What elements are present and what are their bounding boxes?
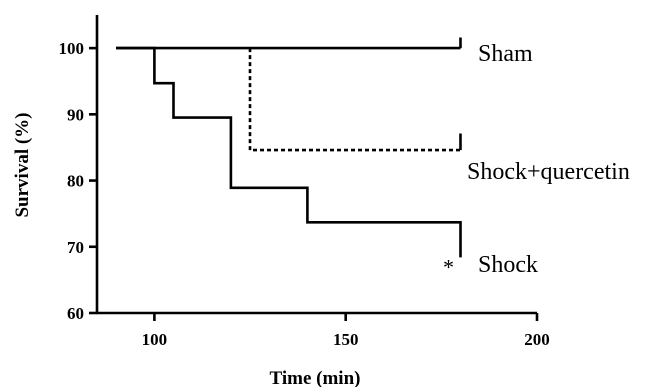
y-tick-label-90: 90 (67, 105, 84, 124)
x-tick-label-150: 150 (333, 330, 359, 349)
y-tick-label-60: 60 (67, 304, 84, 323)
axes: 60 70 80 90 100 100 150 200 (59, 15, 550, 349)
y-tick-label-70: 70 (67, 238, 84, 257)
x-tick-label-100: 100 (142, 330, 168, 349)
series-label-sham: Sham (478, 41, 533, 67)
labels-layer: Sham Shock+quercetin Shock * (443, 41, 630, 280)
x-tick-label-200: 200 (524, 330, 550, 349)
y-tick-label-80: 80 (67, 172, 84, 191)
series-label-shock: Shock (478, 252, 538, 278)
series-label-shock-quercetin: Shock+quercetin (467, 159, 630, 185)
series-layer (116, 37, 462, 258)
series-line-shock-quercetin (248, 48, 461, 152)
series-line-shock (116, 46, 462, 258)
y-tick-label-100: 100 (59, 39, 85, 58)
y-axis-title: Survival (%) (12, 112, 33, 217)
x-axis-title: Time (min) (270, 368, 361, 387)
significance-asterisk: * (443, 255, 454, 280)
